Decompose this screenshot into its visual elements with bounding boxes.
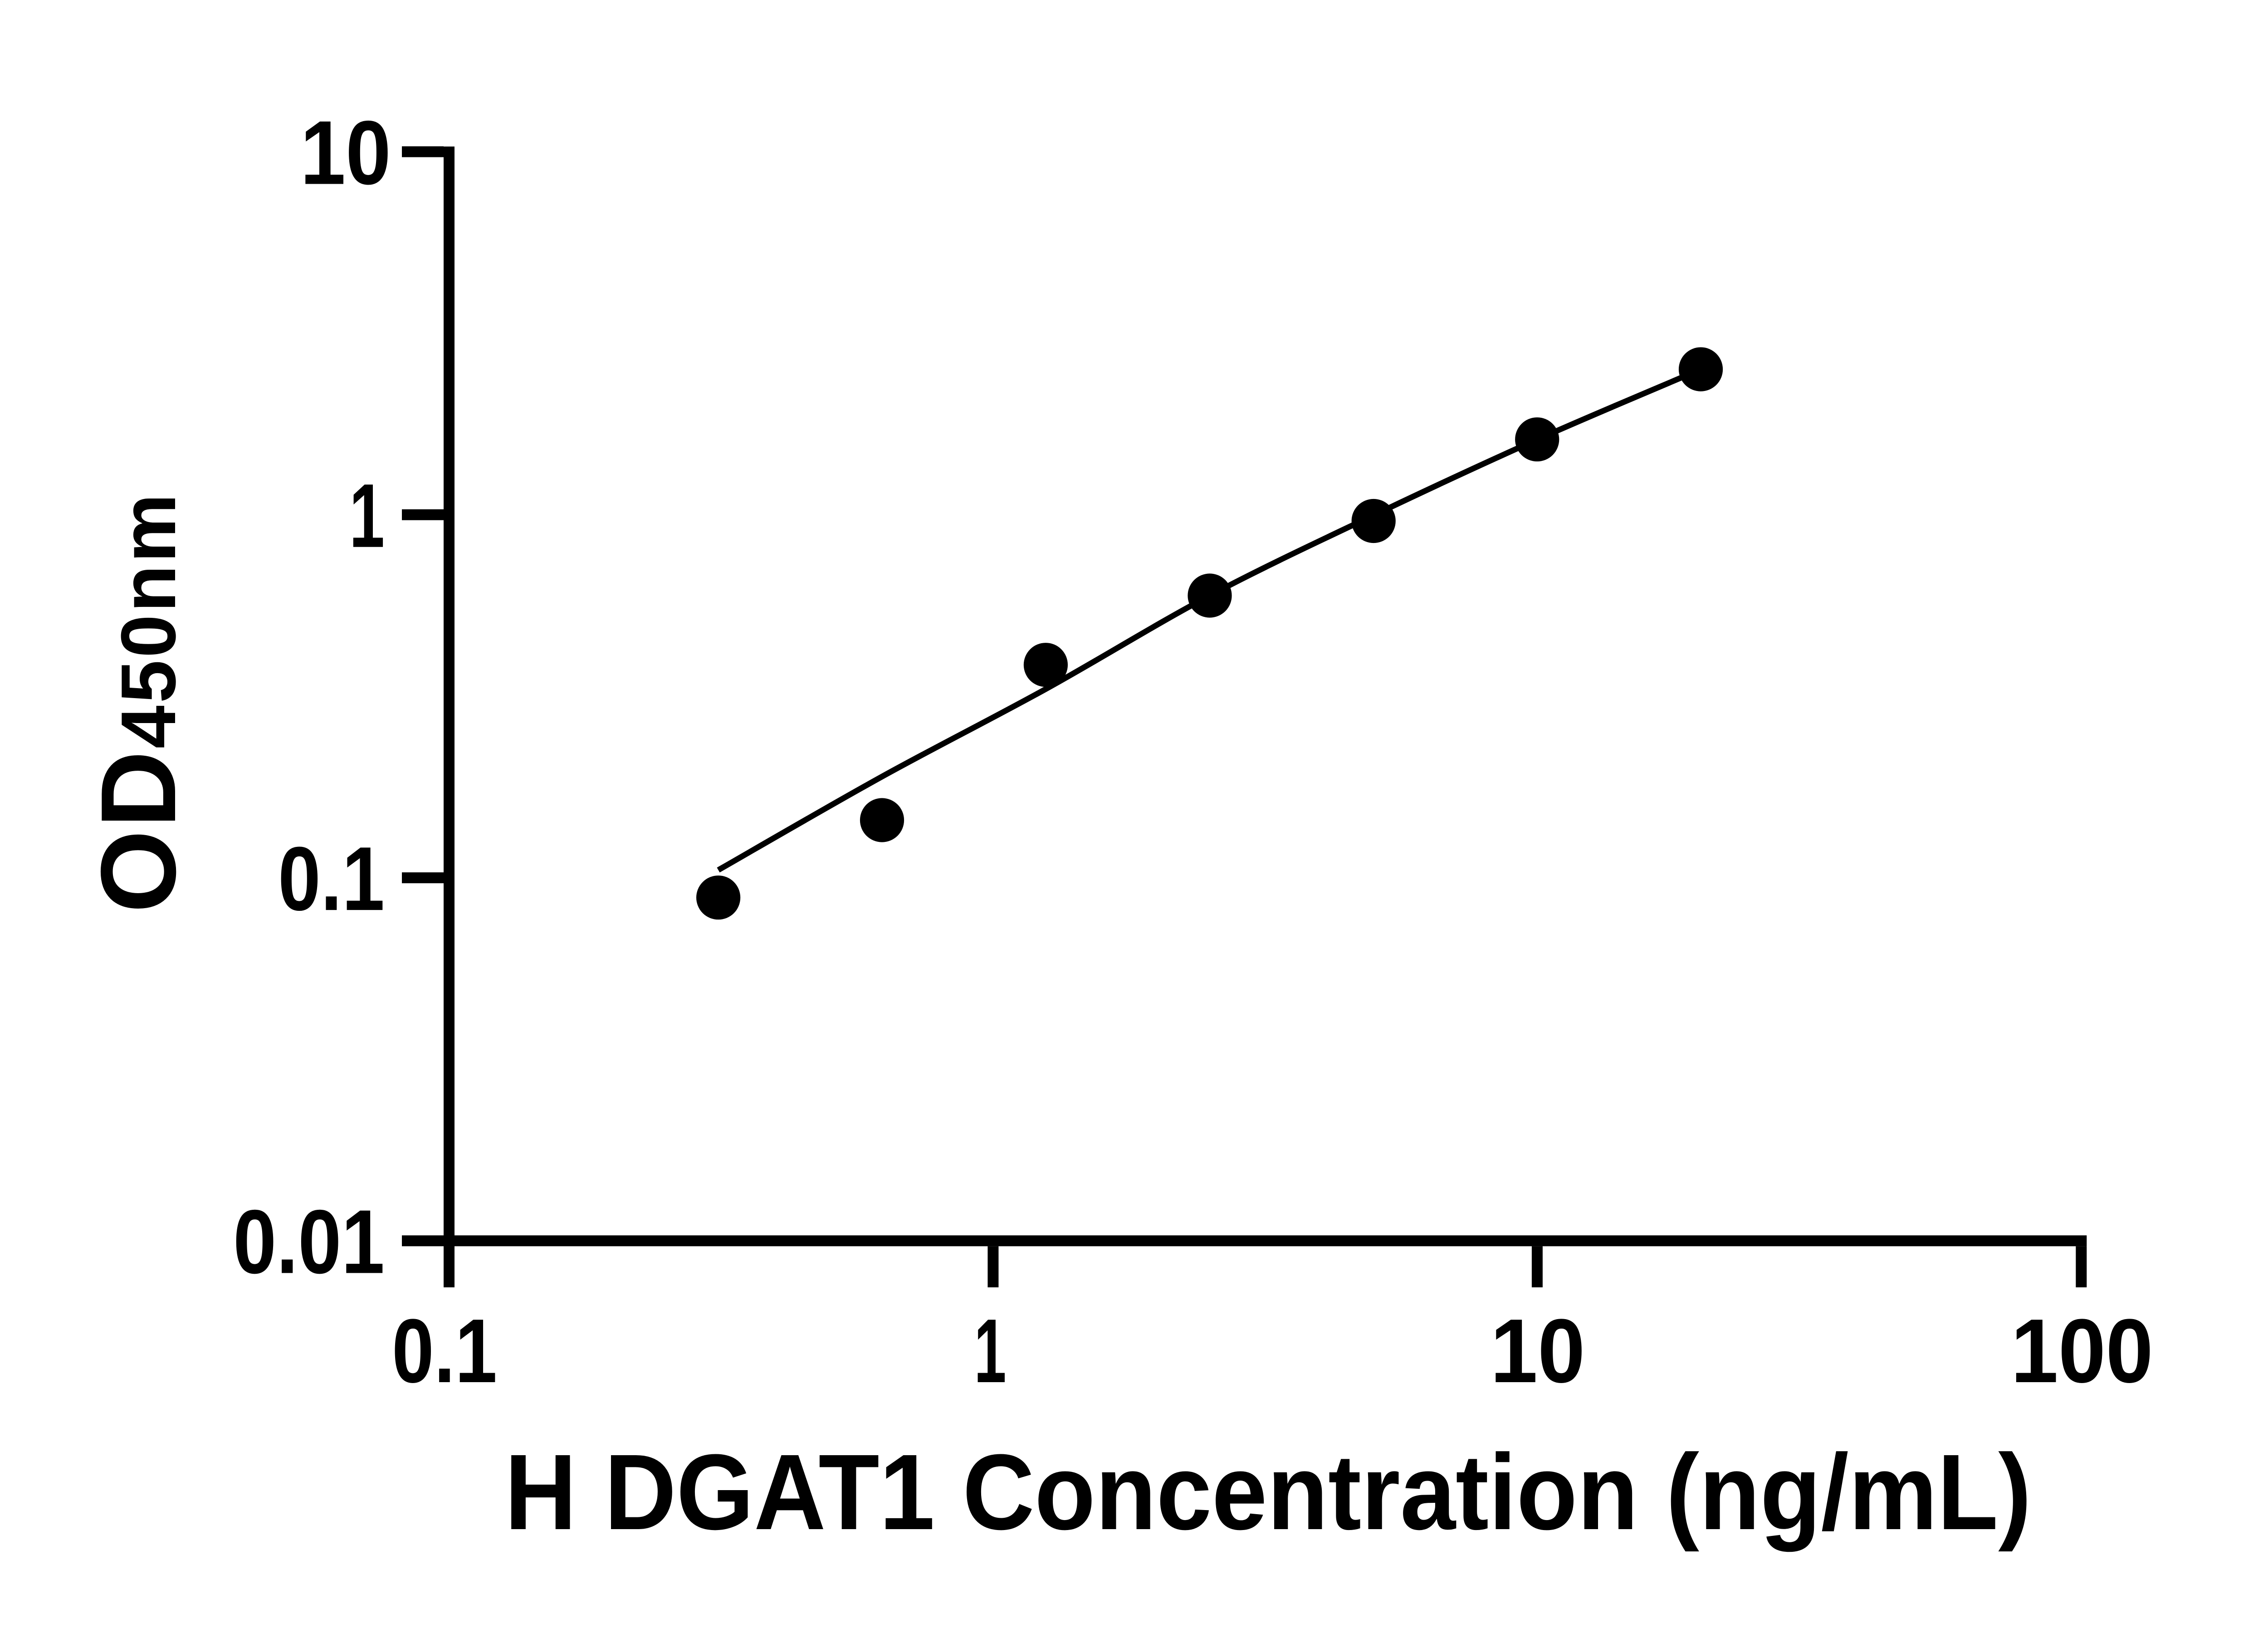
svg-text:10: 10 — [300, 103, 391, 204]
svg-text:100: 100 — [2011, 1301, 2153, 1402]
svg-text:0.01: 0.01 — [233, 1191, 385, 1292]
svg-text:1: 1 — [349, 465, 385, 567]
svg-text:0.1: 0.1 — [392, 1301, 497, 1402]
svg-text:10: 10 — [1491, 1301, 1585, 1402]
svg-text:H DGAT1 Concentration (ng/mL): H DGAT1 Concentration (ng/mL) — [505, 1432, 2032, 1552]
svg-text:0.1: 0.1 — [278, 828, 385, 929]
svg-text:1: 1 — [974, 1301, 1007, 1402]
